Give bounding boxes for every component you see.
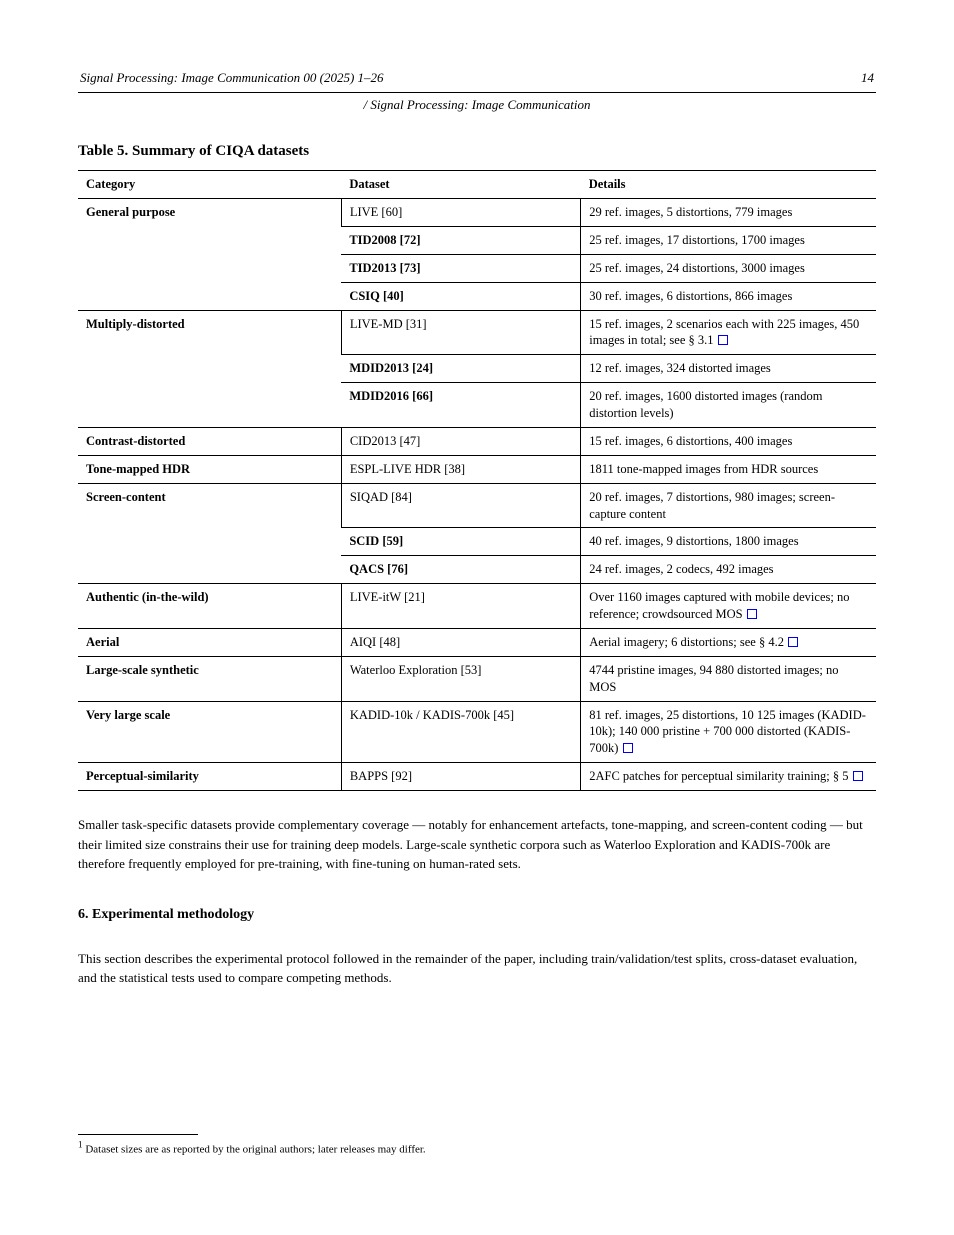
cell-category: Contrast-distorted [78, 427, 341, 455]
cell-details: 15 ref. images, 6 distortions, 400 image… [581, 427, 876, 455]
cell-details: Aerial imagery; 6 distortions; see § 4.2 [581, 628, 876, 656]
cell-dataset: CID2013 [47] [341, 427, 580, 455]
table-caption: Table 5. Summary of CIQA datasets [78, 143, 876, 160]
cell-dataset: KADID-10k / KADIS-700k [45] [341, 701, 580, 763]
cell-category: Screen-content [78, 483, 341, 584]
cell-details: 20 ref. images, 7 distortions, 980 image… [581, 483, 876, 528]
col-header-dataset: Dataset [341, 171, 580, 199]
cell-details: 2AFC patches for perceptual similarity t… [581, 763, 876, 791]
cell-details: 30 ref. images, 6 distortions, 866 image… [581, 282, 876, 310]
cell-details: 25 ref. images, 24 distortions, 3000 ima… [581, 254, 876, 282]
cell-category: Tone-mapped HDR [78, 455, 341, 483]
col-header-details: Details [581, 171, 876, 199]
reference-marker-icon [623, 743, 633, 753]
table-row: Authentic (in-the-wild)LIVE-itW [21]Over… [78, 584, 876, 629]
cell-category: Aerial [78, 628, 341, 656]
cell-dataset: Waterloo Exploration [53] [341, 656, 580, 701]
table-row: Tone-mapped HDRESPL-LIVE HDR [38]1811 to… [78, 455, 876, 483]
table-row: Large-scale syntheticWaterloo Exploratio… [78, 656, 876, 701]
cell-category: Authentic (in-the-wild) [78, 584, 341, 629]
cell-dataset: MDID2016 [66] [341, 383, 580, 428]
cell-dataset: ESPL-LIVE HDR [38] [341, 455, 580, 483]
table-row: AerialAIQI [48]Aerial imagery; 6 distort… [78, 628, 876, 656]
cell-dataset: AIQI [48] [341, 628, 580, 656]
cell-dataset: LIVE-itW [21] [341, 584, 580, 629]
reference-marker-icon [747, 609, 757, 619]
table-row: Contrast-distortedCID2013 [47]15 ref. im… [78, 427, 876, 455]
cell-dataset: SIQAD [84] [341, 483, 580, 528]
cell-details: 12 ref. images, 324 distorted images [581, 355, 876, 383]
cell-dataset: TID2008 [72] [341, 226, 580, 254]
footnote-marker: 1 [78, 1143, 83, 1155]
cell-details: 4744 pristine images, 94 880 distorted i… [581, 656, 876, 701]
header-rule [78, 92, 876, 93]
cell-details: 29 ref. images, 5 distortions, 779 image… [581, 199, 876, 227]
table-row: General purposeLIVE [60]29 ref. images, … [78, 199, 876, 227]
table-row: Multiply-distortedLIVE-MD [31]15 ref. im… [78, 310, 876, 355]
cell-dataset: CSIQ [40] [341, 282, 580, 310]
header-journal: Signal Processing: Image Communication 0… [80, 70, 384, 86]
cell-category: Multiply-distorted [78, 310, 341, 427]
cell-details: 20 ref. images, 1600 distorted images (r… [581, 383, 876, 428]
cell-dataset: QACS [76] [341, 556, 580, 584]
cell-dataset: MDID2013 [24] [341, 355, 580, 383]
table-row: Perceptual-similarityBAPPS [92]2AFC patc… [78, 763, 876, 791]
col-header-category: Category [78, 171, 341, 199]
post-table-paragraph: Smaller task-specific datasets provide c… [78, 815, 876, 874]
cell-category: Large-scale synthetic [78, 656, 341, 701]
reference-marker-icon [853, 771, 863, 781]
cell-dataset: TID2013 [73] [341, 254, 580, 282]
cell-details: 24 ref. images, 2 codecs, 492 images [581, 556, 876, 584]
section-body-methodology: This section describes the experimental … [78, 949, 876, 988]
table-row: Screen-contentSIQAD [84]20 ref. images, … [78, 483, 876, 528]
footnote: 1 Dataset sizes are as reported by the o… [78, 1134, 876, 1158]
cell-dataset: SCID [59] [341, 528, 580, 556]
reference-marker-icon [788, 637, 798, 647]
section-heading-methodology: 6. Experimental methodology [78, 904, 876, 925]
cell-dataset: LIVE [60] [341, 199, 580, 227]
running-title: / Signal Processing: Image Communication [78, 97, 876, 113]
footnote-text: Dataset sizes are as reported by the ori… [85, 1143, 425, 1155]
cell-category: General purpose [78, 199, 341, 311]
table-row: Very large scaleKADID-10k / KADIS-700k [… [78, 701, 876, 763]
datasets-table: Category Dataset Details General purpose… [78, 170, 876, 791]
table-header-row: Category Dataset Details [78, 171, 876, 199]
cell-details: 1811 tone-mapped images from HDR sources [581, 455, 876, 483]
footnote-rule [78, 1134, 198, 1135]
cell-category: Very large scale [78, 701, 341, 763]
cell-dataset: LIVE-MD [31] [341, 310, 580, 355]
cell-details: 15 ref. images, 2 scenarios each with 22… [581, 310, 876, 355]
cell-details: 40 ref. images, 9 distortions, 1800 imag… [581, 528, 876, 556]
header-page-number: 14 [861, 70, 874, 86]
cell-dataset: BAPPS [92] [341, 763, 580, 791]
cell-details: 81 ref. images, 25 distortions, 10 125 i… [581, 701, 876, 763]
cell-category: Perceptual-similarity [78, 763, 341, 791]
cell-details: 25 ref. images, 17 distortions, 1700 ima… [581, 226, 876, 254]
cell-details: Over 1160 images captured with mobile de… [581, 584, 876, 629]
reference-marker-icon [718, 335, 728, 345]
